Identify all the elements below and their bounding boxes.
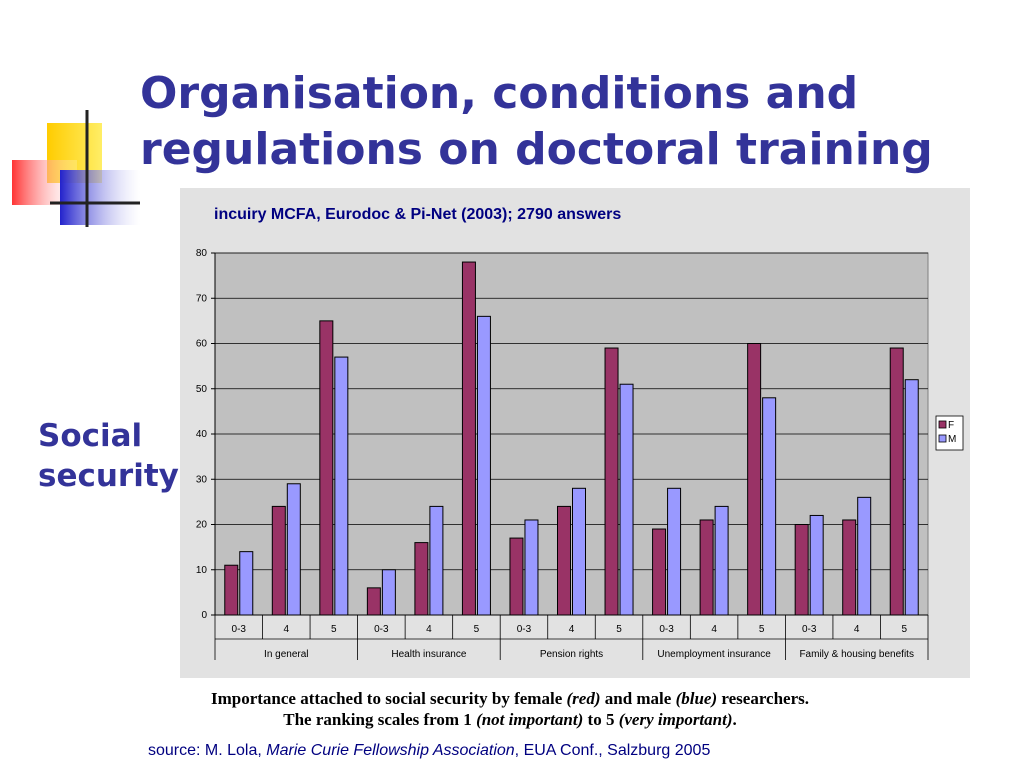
source-suffix: , EUA Conf., Salzburg 2005 <box>514 742 711 759</box>
y-tick-label: 40 <box>196 429 208 440</box>
y-tick-label: 30 <box>196 474 208 485</box>
source-citation: source: M. Lola, Marie Curie Fellowship … <box>148 742 710 760</box>
x-tick-label: 5 <box>759 624 765 635</box>
x-tick-label: 4 <box>426 624 432 635</box>
bar-m <box>476 315 491 616</box>
legend-swatch-m <box>938 434 947 443</box>
caption-text: researchers. <box>717 689 810 708</box>
bar-f <box>414 542 429 616</box>
decorative-logo-graphic <box>12 110 140 227</box>
chart-panel: 0 10 20 30 40 50 60 70 80 0-3 4 5 0-3 4 5 0-3 4 5 0-3 4 5 0-3… <box>180 188 970 678</box>
bar-f <box>794 524 809 616</box>
bar-f <box>271 505 286 616</box>
bar-m <box>619 383 634 616</box>
x-tick-label: 5 <box>331 624 337 635</box>
bar-m <box>429 505 444 616</box>
caption-text: to 5 <box>583 710 619 729</box>
bar-f <box>557 505 571 616</box>
caption-italic: (not important) <box>476 710 584 729</box>
bar-m <box>809 514 824 616</box>
bar-m <box>667 487 682 616</box>
side-label-line-1: Social <box>38 418 143 454</box>
chart-caption: Importance attached to social security b… <box>160 688 860 730</box>
x-tick-label: 0-3 <box>232 624 247 635</box>
caption-italic: (blue) <box>675 689 718 708</box>
source-italic: Marie Curie Fellowship Association <box>266 742 515 759</box>
bar-m <box>904 379 919 616</box>
caption-text: . <box>732 710 737 729</box>
bar-m <box>524 519 539 616</box>
x-tick-label: 5 <box>901 624 907 635</box>
x-tick-label: 0-3 <box>659 624 674 635</box>
legend-swatch-f <box>938 420 947 429</box>
bar-f <box>747 343 762 616</box>
x-tick-label: 0-3 <box>517 624 532 635</box>
side-label: Social security <box>38 416 179 496</box>
bar-f <box>699 519 714 616</box>
y-tick-label: 0 <box>201 610 207 621</box>
decorative-logo <box>12 105 142 230</box>
x-group-label: Pension rights <box>540 649 603 660</box>
bar-m <box>714 505 729 616</box>
x-tick-label: 4 <box>284 624 290 635</box>
y-tick-label: 60 <box>196 339 208 350</box>
caption-italic: (very important) <box>618 710 733 729</box>
bar-chart: 0 10 20 30 40 50 60 70 80 0-3 4 5 0-3 4 5 0-3 4 5 0-3 4 5 0-3… <box>196 248 964 660</box>
legend-label-f: F <box>948 420 954 431</box>
bar-f <box>889 347 904 616</box>
y-tick-label: 80 <box>196 248 208 259</box>
bar-f <box>604 347 619 616</box>
bar-f <box>461 261 476 616</box>
caption-italic: (red) <box>566 689 601 708</box>
bar-f <box>366 587 381 616</box>
x-group-label: Family & housing benefits <box>799 649 914 660</box>
y-tick-label: 10 <box>196 565 208 576</box>
chart-source-note: incuiry MCFA, Eurodoc & Pi-Net (2003); 2… <box>214 206 622 223</box>
title-line-2: regulations on doctoral training <box>140 124 933 175</box>
bar-m <box>239 551 254 616</box>
bar-m <box>762 397 777 616</box>
x-group-label: In general <box>264 649 308 660</box>
x-tick-label: 0-3 <box>374 624 389 635</box>
x-tick-label: 0-3 <box>802 624 817 635</box>
bar-m <box>334 356 349 616</box>
side-label-line-2: security <box>38 458 179 494</box>
y-tick-label: 50 <box>196 384 208 395</box>
caption-line-2: The ranking scales from 1 (not important… <box>160 709 860 730</box>
page-title: Organisation, conditions and regulations… <box>140 66 1010 178</box>
source-prefix: source: M. Lola, <box>148 742 267 759</box>
x-tick-label: 4 <box>854 624 860 635</box>
x-tick-label: 4 <box>711 624 717 635</box>
caption-text: The ranking scales from 1 <box>283 710 477 729</box>
bar-f <box>652 528 667 616</box>
caption-line-1: Importance attached to social security b… <box>160 688 860 709</box>
bar-f <box>224 564 239 616</box>
x-tick-label: 5 <box>474 624 480 635</box>
x-group-label: Health insurance <box>391 649 466 660</box>
x-tick-label: 5 <box>616 624 622 635</box>
bar-m <box>857 496 872 616</box>
bar-m <box>381 569 396 616</box>
legend-label-m: M <box>948 434 956 445</box>
bar-m <box>572 487 586 616</box>
bar-f <box>842 519 857 616</box>
x-group-label: Unemployment insurance <box>657 649 771 660</box>
caption-text: Importance attached to social security b… <box>210 689 567 708</box>
x-tick-label: 4 <box>569 624 575 635</box>
caption-text: and male <box>600 689 676 708</box>
title-line-1: Organisation, conditions and <box>140 68 859 119</box>
bar-f <box>509 537 524 616</box>
bar-m <box>286 483 301 616</box>
bar-f <box>319 320 334 616</box>
y-tick-label: 70 <box>196 293 208 304</box>
y-tick-label: 20 <box>196 520 208 531</box>
